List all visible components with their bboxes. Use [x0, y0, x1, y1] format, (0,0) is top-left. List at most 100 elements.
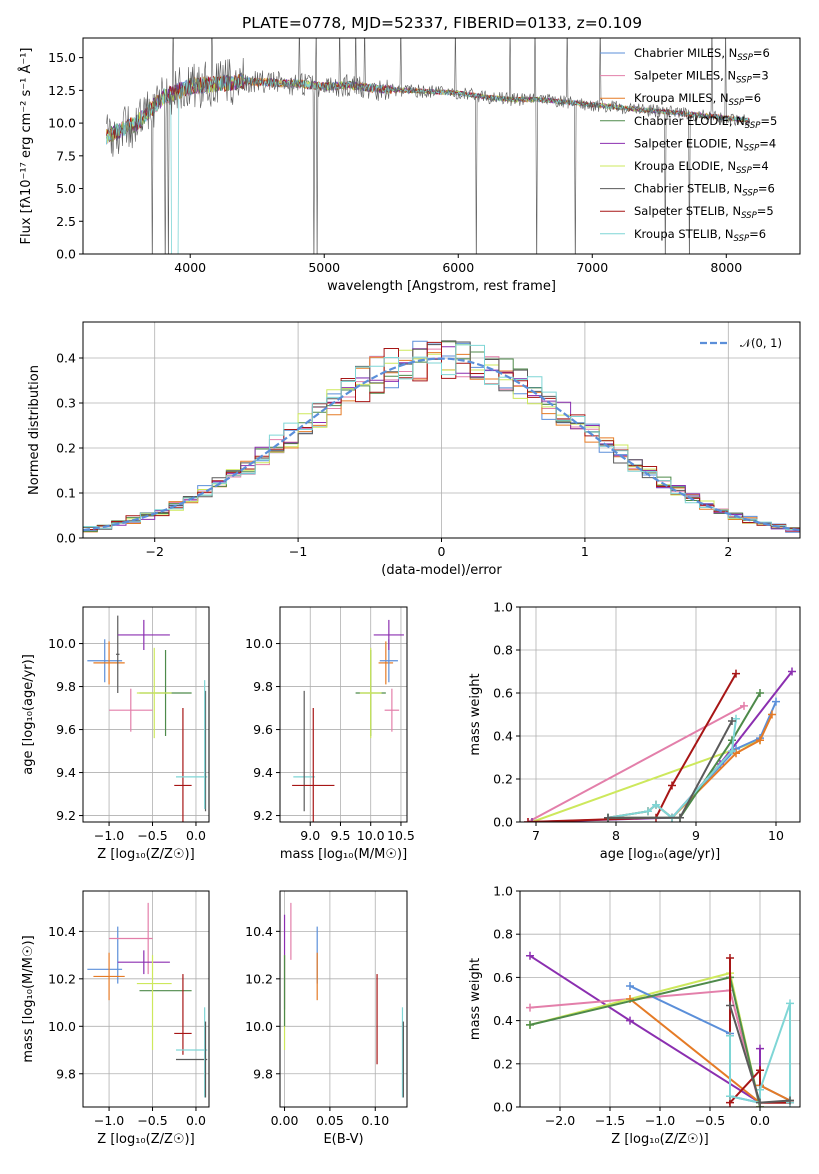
y-tick-label: 9.8 — [253, 679, 273, 694]
y-tick-label: 1.0 — [493, 884, 513, 899]
errorbar-point — [117, 950, 170, 975]
histogram-kroupa-stelib — [83, 344, 800, 531]
x-axis-label: Z [log₁₀(Z/Z☉)] — [97, 1132, 194, 1147]
y-tick-label: 10.0 — [245, 636, 273, 651]
axes-mass-EBV: 0.00 0.05 0.10 9.8 10.0 10.2 10.4 E(B-V) — [245, 890, 408, 1147]
axes-residuals: −2 −1 0 1 2 0.0 0.1 0.2 0.3 0.4 (data-model)/error… — [27, 321, 801, 578]
y-tick-label: 10.0 — [48, 636, 76, 651]
x-tick-label: −0.5 — [137, 828, 167, 843]
x-tick-label: 5000 — [308, 260, 340, 275]
y-tick-label: 10.0 — [48, 1019, 76, 1034]
spectrum-legend: Chabrier MILES, NSSP=6 Salpeter MILES, NS… — [600, 46, 777, 244]
series-marker — [726, 1092, 734, 1101]
y-tick-label: 12.5 — [48, 83, 76, 98]
axes-age-Z: −1.0 −0.5 0.0 9.2 9.4 9.6 9.8 10.0 Z [log₁₀(Z/Z☉… — [21, 606, 210, 862]
series-marker — [728, 747, 736, 756]
legend-entry: Chabrier MILES, NSSP=6 — [634, 46, 770, 63]
series-marker — [676, 813, 684, 822]
errorbar-point — [359, 647, 382, 739]
plot-area-age-Z — [87, 615, 208, 822]
y-tick-label: 10.4 — [48, 924, 76, 939]
errorbar-point — [117, 619, 170, 650]
axes-mass-Z: −1.0 −0.5 0.0 9.8 10.0 10.2 10.4 Z [log₁₀(Z/Z☉)… — [21, 890, 210, 1147]
plot-area-spectrum — [106, 38, 751, 254]
series-marker — [726, 1001, 734, 1010]
y-axis-label: age [log₁₀(age/yr)] — [21, 654, 36, 775]
gaussian-curve — [83, 357, 800, 532]
y-tick-label: 5.0 — [56, 181, 76, 196]
series-marker — [756, 1098, 764, 1107]
x-tick-label: −1.5 — [595, 1113, 625, 1128]
x-axis-label: wavelength [Angstrom, rest frame] — [327, 279, 556, 294]
legend-entry: Kroupa MILES, NSSP=6 — [634, 91, 761, 108]
y-tick-label: 0.6 — [493, 686, 513, 701]
legend-entry: Kroupa ELODIE, NSSP=4 — [634, 159, 769, 176]
series-marker — [626, 982, 634, 991]
x-tick-label: 0.10 — [361, 1113, 389, 1128]
y-tick-label: 15.0 — [48, 50, 76, 65]
series-marker — [732, 669, 740, 678]
axes-massweight-age: 7 8 9 10 0.0 0.2 0.4 0.6 0.8 1.0 age [log₁₀(age/yr… — [468, 600, 801, 862]
series-marker — [756, 1044, 764, 1053]
axes-frame — [519, 606, 801, 823]
x-tick-label: 0.0 — [750, 1113, 770, 1128]
plot-area-residuals — [83, 340, 800, 533]
x-tick-label: 4000 — [174, 260, 206, 275]
errorbar-point — [87, 639, 123, 683]
series-marker — [756, 1066, 764, 1075]
axes-frame — [519, 890, 801, 1108]
y-tick-label: 9.4 — [56, 765, 76, 780]
y-tick-label: 10.4 — [245, 924, 273, 939]
x-tick-label: 8000 — [710, 260, 742, 275]
errorbar-point — [373, 619, 404, 650]
y-tick-label: 0.2 — [56, 441, 76, 456]
x-tick-label: 10.0 — [357, 828, 385, 843]
axes-frame — [82, 37, 801, 255]
errorbar-point — [93, 641, 125, 685]
series-line-salpeter-miles — [529, 989, 761, 1107]
legend-entry: 𝒩(0, 1) — [740, 336, 782, 350]
axes-frame — [279, 890, 408, 1108]
residuals-legend: 𝒩(0, 1) — [700, 336, 782, 350]
y-tick-label: 9.8 — [253, 1066, 273, 1081]
x-axis-label: (data-model)/error — [381, 563, 502, 578]
x-tick-label: 7000 — [576, 260, 608, 275]
x-tick-label: 10.5 — [387, 828, 415, 843]
x-tick-label: 9.0 — [300, 828, 320, 843]
y-tick-label: 9.8 — [56, 679, 76, 694]
y-tick-label: 2.5 — [56, 214, 76, 229]
y-tick-label: 0.4 — [493, 1013, 513, 1028]
y-axis-label: mass [log₁₀(M/M☉)] — [21, 935, 36, 1062]
x-tick-label: −1 — [289, 544, 307, 559]
axes-frame — [279, 606, 408, 823]
series-marker — [726, 1031, 734, 1040]
series-marker — [644, 807, 652, 816]
panel-mass-Z: −1.0 −0.5 0.0 9.8 10.0 10.2 10.4 Z [log₁₀(Z/Z☉)… — [21, 890, 210, 1147]
x-tick-label: −2 — [145, 544, 163, 559]
series-marker — [728, 716, 736, 725]
plot-area-massweight-Z — [526, 951, 794, 1107]
series-marker — [626, 1016, 634, 1025]
plot-area-mass-Z — [87, 902, 208, 1098]
series-line-kroupa-stelib — [729, 1002, 791, 1104]
errorbar-point — [378, 641, 394, 685]
y-axis-label: mass weight — [468, 673, 483, 755]
y-axis-label: Flux [fλ10⁻¹⁷ erg cm⁻² s⁻¹ Å⁻¹] — [18, 48, 34, 245]
spectrum-line-kroupa-stelib — [106, 74, 751, 254]
y-tick-label: 0.2 — [493, 1056, 513, 1071]
y-tick-label: 0.8 — [493, 643, 513, 658]
y-axis-label: Normed distribution — [27, 365, 42, 495]
figure-title: PLATE=0778, MJD=52337, FIBERID=0133, z=0… — [242, 14, 642, 32]
x-tick-label: 9 — [692, 828, 700, 843]
x-tick-label: −2.0 — [545, 1113, 575, 1128]
x-tick-label: −1.0 — [94, 828, 124, 843]
series-marker — [740, 701, 748, 710]
x-tick-label: −1.0 — [645, 1113, 675, 1128]
axes-massweight-Z: −2.0 −1.5 −1.0 −0.5 0.0 0.0 0.2 0.4 0.6 0.8 1.0 Z [… — [468, 884, 801, 1147]
axes-frame — [82, 321, 801, 539]
axes-frame — [82, 890, 210, 1108]
legend-entry: Salpeter ELODIE, NSSP=4 — [634, 136, 776, 153]
